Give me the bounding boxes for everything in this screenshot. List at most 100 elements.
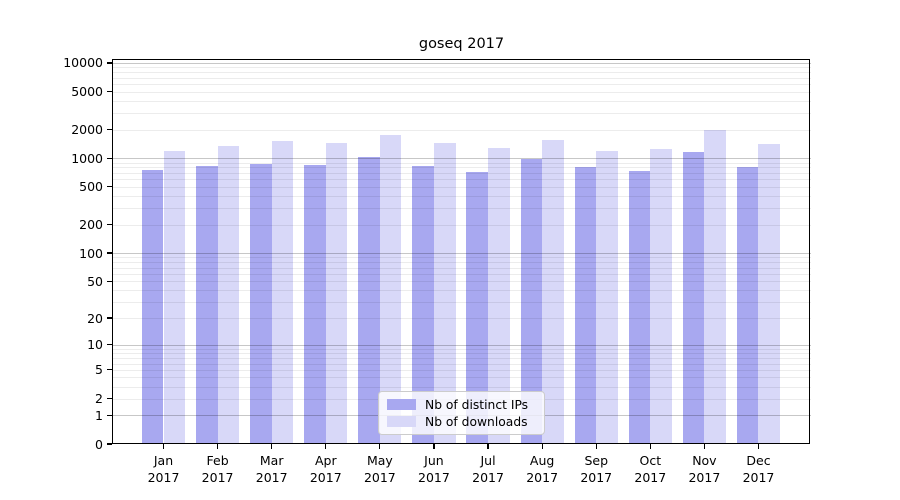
- bar-downloads-apr: [325, 142, 348, 444]
- minor-gridline: [113, 196, 811, 198]
- minor-gridline: [113, 224, 811, 226]
- y-tick-label: 1000: [71, 150, 103, 166]
- y-tick-mark: [107, 414, 112, 416]
- bar-downloads-jan: [163, 150, 186, 444]
- x-tick-label-nov: Nov 2017: [688, 453, 721, 485]
- minor-gridline: [113, 290, 811, 292]
- bar-downloads-dec: [758, 143, 781, 444]
- x-tick-mark: [216, 444, 219, 449]
- y-tick-mark: [107, 91, 112, 93]
- x-tick-mark: [325, 444, 327, 449]
- minor-gridline: [113, 72, 811, 74]
- bar-distinct-ips-jan: [141, 170, 164, 444]
- x-tick-mark: [379, 444, 381, 449]
- y-tick-label: 5000: [71, 84, 103, 100]
- bar-distinct-ips-aug: [520, 159, 543, 444]
- bar-distinct-ips-dec: [736, 166, 759, 444]
- minor-gridline: [113, 348, 811, 350]
- bar-distinct-ips-oct: [628, 171, 651, 444]
- legend-item-distinct-ips: Nb of distinct IPs: [387, 398, 536, 412]
- minor-gridline: [113, 318, 811, 320]
- y-tick-label: 20: [87, 310, 103, 326]
- bar-downloads-mar: [271, 140, 294, 444]
- bar-downloads-sep: [596, 151, 618, 444]
- minor-gridline: [113, 179, 811, 181]
- major-gridline: [113, 158, 811, 160]
- bar-distinct-ips-jul: [466, 171, 489, 444]
- y-tick-mark: [107, 369, 112, 371]
- y-tick-mark: [107, 224, 112, 226]
- legend-label-downloads: Nb of downloads: [425, 414, 528, 429]
- y-tick-mark: [107, 186, 112, 188]
- x-tick-label-may: May 2017: [363, 453, 396, 485]
- y-tick-mark: [107, 62, 112, 64]
- minor-gridline: [113, 262, 811, 264]
- major-gridline: [113, 344, 811, 346]
- bar-downloads-feb: [217, 146, 240, 444]
- x-tick-mark: [271, 444, 273, 449]
- legend-swatch-downloads-icon: [387, 416, 416, 427]
- minor-gridline: [113, 67, 811, 69]
- y-tick-mark: [107, 280, 112, 282]
- minor-gridline: [113, 207, 811, 209]
- minor-gridline: [113, 100, 811, 102]
- x-tick-mark: [433, 444, 435, 449]
- y-tick-label: 0: [95, 436, 103, 452]
- minor-gridline: [113, 357, 811, 359]
- minor-gridline: [113, 353, 811, 355]
- y-tick-mark: [107, 344, 112, 346]
- x-tick-label-jan: Jan 2017: [147, 453, 180, 485]
- minor-gridline: [113, 377, 811, 379]
- bar-distinct-ips-mar: [250, 163, 272, 444]
- minor-gridline: [113, 369, 811, 371]
- x-tick-label-jun: Jun 2017: [418, 453, 450, 485]
- x-tick-mark: [757, 444, 760, 449]
- bar-downloads-aug: [542, 139, 564, 444]
- major-gridline: [113, 253, 811, 255]
- legend-item-downloads: Nb of downloads: [387, 415, 536, 429]
- y-tick-label: 500: [79, 179, 103, 195]
- y-tick-mark: [107, 128, 112, 131]
- bar-distinct-ips-apr: [304, 164, 326, 444]
- x-tick-label-jul: Jul 2017: [472, 453, 504, 485]
- y-tick-mark: [107, 397, 112, 400]
- minor-gridline: [113, 91, 811, 93]
- x-tick-mark: [487, 444, 489, 449]
- x-tick-label-sep: Sep 2017: [580, 453, 613, 485]
- y-tick-mark: [107, 443, 112, 445]
- y-tick-label: 10000: [63, 55, 103, 71]
- y-tick-mark: [107, 317, 112, 319]
- bar-downloads-nov: [704, 129, 726, 444]
- minor-gridline: [113, 386, 811, 388]
- x-tick-mark: [703, 444, 705, 449]
- x-tick-label-mar: Mar 2017: [255, 453, 288, 485]
- x-tick-label-aug: Aug 2017: [526, 453, 559, 485]
- x-tick-label-feb: Feb 2017: [201, 453, 234, 485]
- minor-gridline: [113, 257, 811, 259]
- x-tick-label-dec: Dec 2017: [742, 453, 775, 485]
- chart-title: goseq 2017: [418, 36, 505, 52]
- legend-swatch-distinct-ips-icon: [387, 399, 416, 410]
- minor-gridline: [113, 273, 811, 275]
- bar-distinct-ips-feb: [195, 165, 218, 444]
- x-tick-label-oct: Oct 2017: [634, 453, 667, 485]
- bar-downloads-may: [379, 135, 402, 444]
- bar-distinct-ips-nov: [682, 151, 705, 444]
- y-tick-label: 2000: [71, 122, 103, 138]
- plot-border: [112, 59, 810, 444]
- minor-gridline: [113, 129, 811, 131]
- y-tick-label: 2: [95, 391, 103, 407]
- y-tick-label: 50: [87, 273, 103, 289]
- x-tick-mark: [649, 444, 651, 449]
- bar-downloads-oct: [650, 148, 672, 444]
- bar-downloads-jul: [488, 148, 510, 444]
- minor-gridline: [113, 162, 811, 164]
- bar-distinct-ips-sep: [574, 167, 597, 444]
- minor-gridline: [113, 84, 811, 86]
- legend-label-distinct-ips: Nb of distinct IPs: [425, 397, 529, 412]
- y-tick-label: 100: [79, 245, 103, 261]
- y-tick-label: 10: [87, 337, 103, 353]
- major-gridline: [113, 62, 811, 64]
